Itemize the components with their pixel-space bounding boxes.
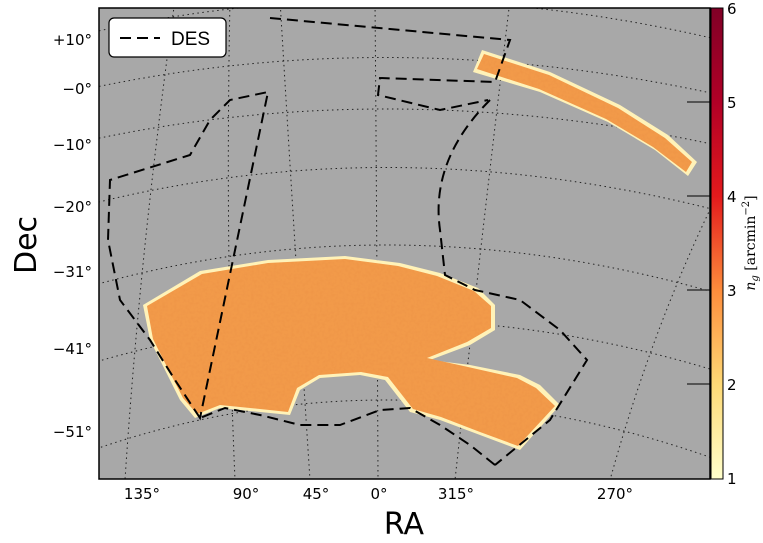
- colorbar-label-unit: [arcmin: [743, 216, 759, 276]
- colorbar-tick-label: 2: [727, 376, 737, 394]
- y-tick-label: −51°: [53, 423, 92, 441]
- colorbar-tick-label: 4: [727, 188, 737, 206]
- y-tick-label: −0°: [62, 80, 92, 98]
- colorbar-ticks: [687, 101, 711, 385]
- x-tick-labels: 135° 90° 45° 0° 315° 270°: [124, 485, 633, 503]
- x-tick-label: 0°: [370, 485, 387, 503]
- spt-region: [147, 259, 555, 446]
- legend: DES: [108, 17, 227, 58]
- y-tick-label: −20°: [53, 198, 92, 216]
- y-tick-labels: +10° −0° −10° −20° −31° −41° −51°: [53, 31, 92, 441]
- colorbar-label-symbol: n: [743, 282, 759, 291]
- plot-frame: [98, 7, 711, 480]
- ra-grid-line-45: [279, 8, 311, 479]
- colorbar-gradient: [710, 7, 724, 480]
- y-tick-label: +10°: [53, 31, 92, 49]
- des-footprint: [106, 17, 589, 466]
- dec-grid-line-minus51: [99, 399, 710, 458]
- x-tick-label: 45°: [303, 485, 330, 503]
- y-tick-label: −41°: [53, 340, 92, 358]
- colorbar-tick-label: 6: [727, 0, 737, 18]
- colorbar-tick-label: 3: [727, 282, 737, 300]
- colorbar-label-superscript: −2: [741, 201, 752, 216]
- colorbar-tick-label: 1: [727, 470, 737, 488]
- x-tick-label: 315°: [438, 485, 474, 503]
- legend-label-des: DES: [171, 29, 210, 50]
- y-axis-title: Dec: [9, 216, 44, 274]
- dec-grid-line-minus20: [99, 167, 710, 210]
- colorbar-label-close: ]: [743, 195, 759, 200]
- legend-box: [108, 17, 227, 58]
- stripe82-region: [477, 54, 692, 172]
- ra-grid-line-0: [374, 8, 379, 479]
- dec-grid-line-minus41: [99, 319, 710, 370]
- y-tick-label: −10°: [53, 136, 92, 154]
- data-regions: [143, 50, 697, 450]
- x-axis-title: RA: [384, 507, 425, 542]
- colorbar-tick-label: 5: [727, 94, 737, 112]
- y-tick-label: −31°: [53, 263, 92, 281]
- colorbar-label-subscript: g: [750, 275, 761, 281]
- x-tick-label: 270°: [597, 485, 633, 503]
- ra-grid-line-90: [227, 8, 236, 479]
- colorbar-label: ng [arcmin−2]: [741, 195, 761, 290]
- x-tick-label: 90°: [233, 485, 260, 503]
- x-tick-label: 135°: [124, 485, 160, 503]
- dec-grid-line-minus31: [99, 244, 710, 292]
- colorbar: 1 2 3 4 5 6 ng [arcmin−2]: [687, 0, 761, 488]
